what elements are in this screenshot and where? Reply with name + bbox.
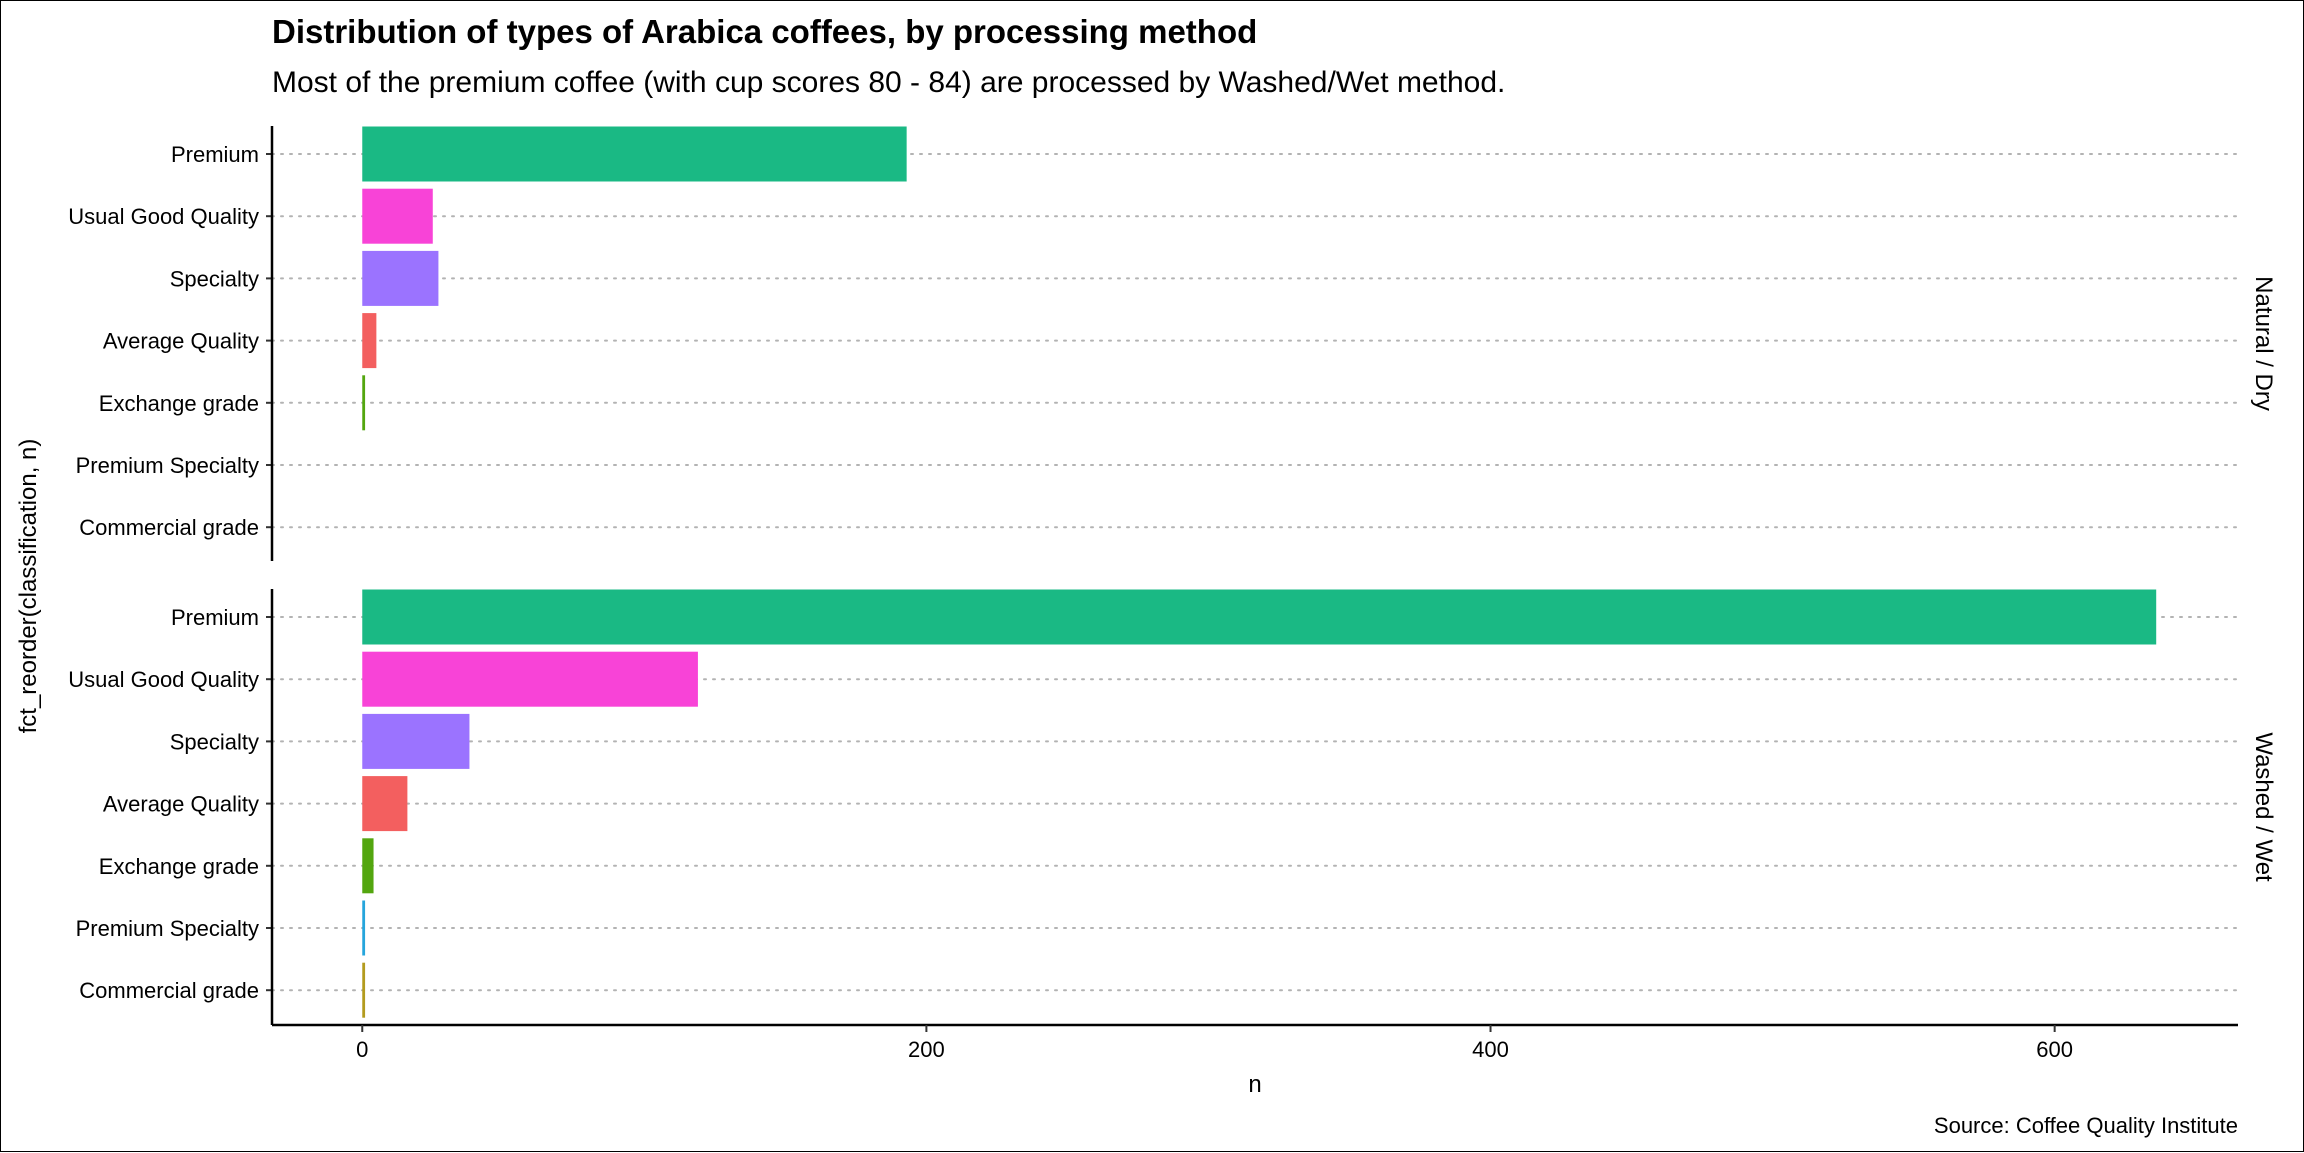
x-tick-label: 0 xyxy=(356,1037,368,1062)
y-tick-label: Usual Good Quality xyxy=(68,204,259,229)
y-tick-label: Specialty xyxy=(170,266,259,291)
bar xyxy=(362,589,2157,645)
y-tick-label: Premium xyxy=(171,142,259,167)
bar xyxy=(362,250,439,306)
bar xyxy=(362,126,907,182)
bar xyxy=(362,838,374,894)
x-tick-label: 400 xyxy=(1472,1037,1509,1062)
chart-caption: Source: Coffee Quality Institute xyxy=(1934,1113,2238,1138)
y-tick-label: Average Quality xyxy=(103,329,259,354)
y-tick-label: Commercial grade xyxy=(79,515,259,540)
bar xyxy=(362,713,470,769)
x-tick-label: 200 xyxy=(908,1037,945,1062)
y-tick-label: Exchange grade xyxy=(99,391,259,416)
chart-title: Distribution of types of Arabica coffees… xyxy=(272,13,1257,50)
x-axis-label: n xyxy=(1248,1071,1261,1098)
bar xyxy=(362,188,433,244)
y-tick-label: Specialty xyxy=(170,729,259,754)
y-tick-label: Premium Specialty xyxy=(76,453,259,478)
panel-2: Premium Usual Good Quality Specialty Averag… xyxy=(68,589,2277,1025)
bar xyxy=(362,313,377,369)
chart-subtitle: Most of the premium coffee (with cup sco… xyxy=(272,66,1505,99)
bar xyxy=(362,651,698,707)
y-tick-label: Premium xyxy=(171,605,259,630)
bar xyxy=(362,375,366,431)
chart-panels: Premium Usual Good Quality Specialty Averag… xyxy=(68,126,2277,1025)
y-tick-label: Premium Specialty xyxy=(76,916,259,941)
bar xyxy=(362,900,366,956)
panel-strip-label: Washed / Wet xyxy=(2250,732,2277,882)
panel-strip-label: Natural / Dry xyxy=(2250,276,2277,411)
bar xyxy=(362,776,408,832)
y-tick-label: Commercial grade xyxy=(79,978,259,1003)
y-tick-label: Exchange grade xyxy=(99,854,259,879)
x-tick-label: 600 xyxy=(2036,1037,2073,1062)
y-tick-label: Usual Good Quality xyxy=(68,667,259,692)
x-axis: 0 200 400 600 xyxy=(272,1023,2238,1062)
panel-1: Premium Usual Good Quality Specialty Averag… xyxy=(68,126,2277,561)
y-tick-label: Average Quality xyxy=(103,792,259,817)
y-axis-label: fct_reorder(classification, n) xyxy=(15,439,42,734)
bar xyxy=(362,962,366,1018)
